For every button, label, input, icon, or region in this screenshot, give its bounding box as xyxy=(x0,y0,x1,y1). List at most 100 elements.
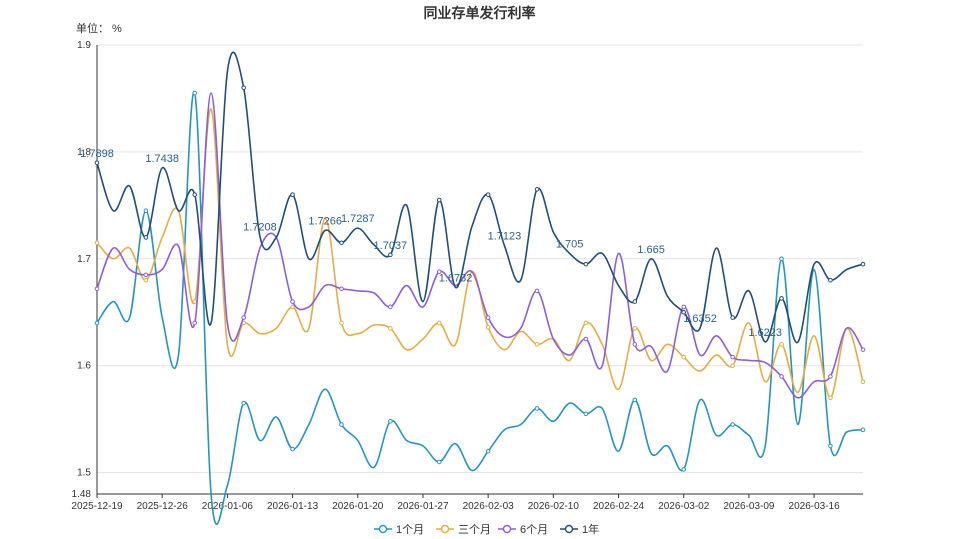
legend-item-3[interactable]: 1年 xyxy=(560,522,599,536)
data-point xyxy=(779,374,784,379)
data-point xyxy=(860,379,866,385)
data-point xyxy=(436,269,442,274)
data-point xyxy=(828,374,833,379)
data-point xyxy=(388,419,393,424)
x-tick-label: 2026-03-16 xyxy=(789,501,841,512)
series-line xyxy=(96,90,864,526)
data-point xyxy=(94,240,100,246)
data-label: 1.7287 xyxy=(341,213,375,225)
data-point xyxy=(94,160,100,166)
x-tick-label: 2026-01-27 xyxy=(397,501,449,512)
data-point xyxy=(290,446,295,452)
data-point xyxy=(290,299,295,304)
data-label: 1.7037 xyxy=(374,240,408,252)
series-1 xyxy=(94,108,866,401)
data-point xyxy=(860,261,866,267)
series-line xyxy=(96,92,864,399)
x-tick-label: 2026-01-13 xyxy=(267,501,319,512)
y-tick-label: 1.9 xyxy=(77,40,91,51)
data-point xyxy=(681,309,687,315)
data-point xyxy=(632,342,638,347)
data-point xyxy=(143,208,149,214)
data-label: 1.6732 xyxy=(439,272,473,284)
unit-label: 单位： % xyxy=(76,23,122,35)
data-point xyxy=(192,90,198,96)
data-point xyxy=(730,422,735,427)
legend-swatch-marker xyxy=(564,524,574,534)
x-tick-label: 2025-12-19 xyxy=(71,501,123,512)
y-tick-label: 1.7 xyxy=(77,254,91,265)
data-point xyxy=(436,197,442,203)
data-point xyxy=(681,304,687,310)
data-point xyxy=(828,277,833,283)
data-point xyxy=(860,347,866,352)
data-point xyxy=(534,187,540,192)
data-label: 1.7266 xyxy=(308,215,342,227)
data-point xyxy=(192,320,198,326)
series-2 xyxy=(94,92,866,399)
x-tick-label: 2025-12-26 xyxy=(137,501,189,512)
legend-label: 1年 xyxy=(582,522,599,536)
data-point xyxy=(583,411,589,417)
data-point xyxy=(828,395,833,401)
data-point xyxy=(143,272,149,278)
chart-title: 同业存单发行利率 xyxy=(423,5,536,21)
data-point xyxy=(94,286,100,292)
data-point xyxy=(290,192,295,197)
data-point xyxy=(339,422,344,427)
legend-swatch-marker xyxy=(502,524,512,534)
axes: 1.48 1.5 1.6 1.7 1.8 1.9 2025-12-19 2025-12-26 2… xyxy=(71,40,863,512)
legend-label: 6个月 xyxy=(520,523,548,536)
data-point xyxy=(730,363,735,369)
data-point xyxy=(860,427,866,433)
data-point xyxy=(388,252,393,258)
data-point xyxy=(632,325,638,331)
data-point xyxy=(339,240,344,246)
data-point xyxy=(192,299,198,304)
series-lines xyxy=(94,51,866,526)
data-point xyxy=(828,443,833,449)
grid-lines xyxy=(97,44,863,474)
data-point xyxy=(241,85,246,91)
data-label: 1.705 xyxy=(556,238,584,250)
data-point xyxy=(681,354,687,360)
data-label: 1.7208 xyxy=(243,222,277,234)
data-point xyxy=(241,315,246,320)
y-tick-label: 1.48 xyxy=(72,489,92,500)
data-point xyxy=(534,288,540,294)
data-point xyxy=(534,342,540,347)
data-point xyxy=(143,277,149,283)
legend-swatch-marker xyxy=(440,524,450,534)
data-label: 1.7123 xyxy=(488,231,522,243)
x-tick-label: 2026-03-02 xyxy=(658,501,710,512)
data-point xyxy=(583,261,589,267)
data-point xyxy=(779,296,784,301)
legend-label: 三个月 xyxy=(458,523,491,536)
x-tick-label: 2026-03-09 xyxy=(723,501,775,512)
series-0 xyxy=(94,90,866,526)
x-tick-label: 2026-02-24 xyxy=(593,501,645,512)
data-point xyxy=(290,304,295,310)
legend-swatch-marker xyxy=(378,524,388,534)
data-point xyxy=(388,325,393,331)
legend-item-0[interactable]: 1个月 xyxy=(374,523,424,536)
x-tick-label: 2026-01-20 xyxy=(332,501,384,512)
data-point xyxy=(730,315,735,320)
data-point xyxy=(681,467,687,472)
legend[interactable]: 1个月 三个月 6个月 1年 xyxy=(374,522,599,536)
data-point xyxy=(143,235,149,240)
data-label: 1.6223 xyxy=(748,327,782,339)
data-point xyxy=(241,400,246,406)
legend-item-2[interactable]: 6个月 xyxy=(498,523,548,536)
data-point xyxy=(485,315,491,320)
data-point xyxy=(632,299,638,304)
data-point xyxy=(485,448,491,454)
data-point xyxy=(436,459,442,465)
legend-item-1[interactable]: 三个月 xyxy=(436,523,491,536)
legend-label: 1个月 xyxy=(396,523,424,536)
data-label: 1.7438 xyxy=(145,153,179,165)
x-tick-label: 2026-02-03 xyxy=(463,501,515,512)
data-label: 1.665 xyxy=(637,244,665,256)
data-label: 1.7898 xyxy=(80,148,114,160)
